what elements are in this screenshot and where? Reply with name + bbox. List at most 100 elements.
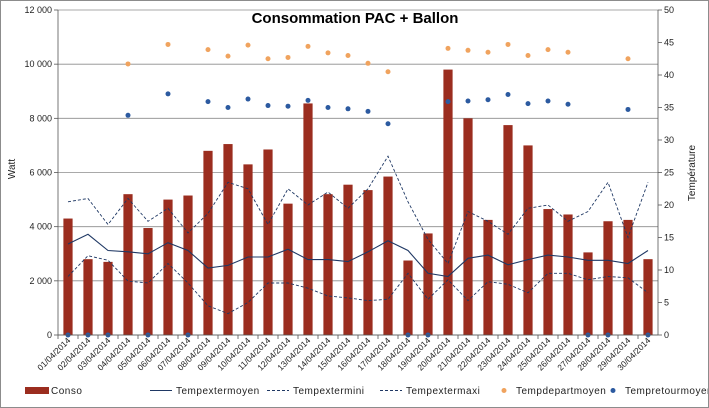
point-tempretourmoyen <box>565 101 571 107</box>
point-tempretourmoyen <box>265 103 271 109</box>
point-tempdepartmoyen <box>225 53 231 59</box>
bar-conso <box>423 233 433 335</box>
point-tempdepartmoyen <box>265 56 271 62</box>
legend-label-conso: Conso <box>51 386 82 397</box>
point-tempretourmoyen <box>165 91 171 97</box>
point-tempretourmoyen <box>205 99 211 105</box>
line-tempextermini <box>67 255 649 315</box>
bar-conso <box>223 144 233 335</box>
point-tempdepartmoyen <box>325 50 331 56</box>
y2-tick-label: 20 <box>664 200 674 210</box>
legend-label-tempextermaxi: Tempextermaxi <box>406 386 480 397</box>
point-tempretourmoyen <box>325 105 331 110</box>
point-tempdepartmoyen <box>625 56 631 62</box>
point-tempretourmoyen <box>305 97 311 103</box>
y2-tick-label: 45 <box>664 38 674 48</box>
bar-conso <box>343 184 353 335</box>
bar-conso <box>403 260 413 335</box>
point-tempretourmoyen <box>125 112 131 118</box>
y-tick-label: 10 000 <box>24 59 52 69</box>
point-tempretourmoyen <box>385 121 391 127</box>
legend: Conso Tempextermoyen Tempextermini Tempexte… <box>25 386 708 397</box>
y-tick-label: 2 000 <box>29 276 52 286</box>
y2-tick-label: 5 <box>664 298 669 308</box>
point-tempretourmoyen <box>245 96 251 102</box>
point-tempdepartmoyen <box>545 47 551 53</box>
bar-conso <box>503 125 513 336</box>
point-tempretourmoyen <box>445 99 451 105</box>
grid-layer <box>58 9 658 336</box>
bar-conso <box>83 259 93 335</box>
bar-conso <box>143 228 153 335</box>
bar-conso <box>543 209 553 335</box>
point-tempretourmoyen <box>465 98 471 104</box>
bar-conso <box>463 118 473 335</box>
point-tempretourmoyen <box>625 106 631 112</box>
point-tempretourmoyen <box>345 106 351 112</box>
point-tempdepartmoyen <box>285 54 291 60</box>
point-tempdepartmoyen <box>385 69 391 75</box>
bar-conso <box>583 252 593 335</box>
bar-conso <box>103 261 113 335</box>
bar-conso <box>263 149 273 335</box>
line-tempextermoyen <box>67 233 649 278</box>
point-tempdepartmoyen <box>205 47 211 53</box>
bar-conso <box>243 164 253 335</box>
bar-conso <box>443 69 453 335</box>
y2-tick-label: 25 <box>664 168 674 178</box>
point-tempdepartmoyen <box>365 60 371 66</box>
y-tick-label: 4 000 <box>29 222 52 232</box>
line-tempextermaxi <box>67 155 649 265</box>
y-tick-label: 8 000 <box>29 113 52 123</box>
y2-tick-label: 0 <box>664 330 669 340</box>
point-tempretourmoyen <box>485 97 491 103</box>
y2-tick-label: 40 <box>664 70 674 80</box>
point-tempretourmoyen <box>525 101 531 107</box>
bar-conso <box>483 219 493 335</box>
point-tempdepartmoyen <box>565 49 571 55</box>
y2-tick-label: 10 <box>664 265 674 275</box>
point-tempretourmoyen <box>505 92 511 97</box>
y2-tick-label: 30 <box>664 135 674 145</box>
point-tempdepartmoyen <box>305 43 311 49</box>
point-tempdepartmoyen <box>245 42 251 48</box>
y-tick-label: 12 000 <box>24 5 52 15</box>
point-tempretourmoyen <box>225 105 231 110</box>
legend-swatch-tempdepartmoyen <box>501 388 507 393</box>
bar-conso <box>563 214 573 335</box>
line-layer <box>67 155 649 315</box>
y-tick-label: 0 <box>47 330 52 340</box>
y2-tick-label: 50 <box>664 5 674 15</box>
point-tempretourmoyen <box>365 108 371 114</box>
point-tempdepartmoyen <box>525 53 531 58</box>
y2-tick-label: 15 <box>664 233 674 243</box>
point-tempdepartmoyen <box>465 47 471 53</box>
legend-label-tempextermini: Tempextermini <box>293 386 365 397</box>
bar-conso <box>363 190 373 335</box>
point-tempretourmoyen <box>545 98 551 104</box>
point-tempdepartmoyen <box>485 49 491 55</box>
legend-label-tempdepartmoyen: Tempdepartmoyen <box>516 386 606 397</box>
bar-conso <box>123 194 133 335</box>
y-axis-title: Watt <box>7 159 18 179</box>
bar-conso <box>643 259 653 335</box>
point-tempretourmoyen <box>285 103 291 109</box>
legend-swatch-conso <box>25 387 49 394</box>
bar-conso <box>283 203 293 335</box>
bar-conso <box>63 218 73 335</box>
bar-conso <box>523 145 533 335</box>
point-tempdepartmoyen <box>445 45 451 51</box>
y2-tick-label: 35 <box>664 103 674 113</box>
bar-conso <box>163 199 173 335</box>
bar-conso <box>323 194 333 335</box>
bar-conso <box>303 103 313 335</box>
legend-swatch-tempretourmoyen <box>610 388 616 393</box>
bar-layer <box>63 69 653 336</box>
chart-title: Consommation PAC + Ballon <box>252 10 459 27</box>
point-tempdepartmoyen <box>345 53 351 58</box>
bar-conso <box>183 195 193 335</box>
legend-label-tempretourmoyen: Tempretourmoyen <box>625 386 708 397</box>
y-tick-label: 6 000 <box>29 168 52 178</box>
